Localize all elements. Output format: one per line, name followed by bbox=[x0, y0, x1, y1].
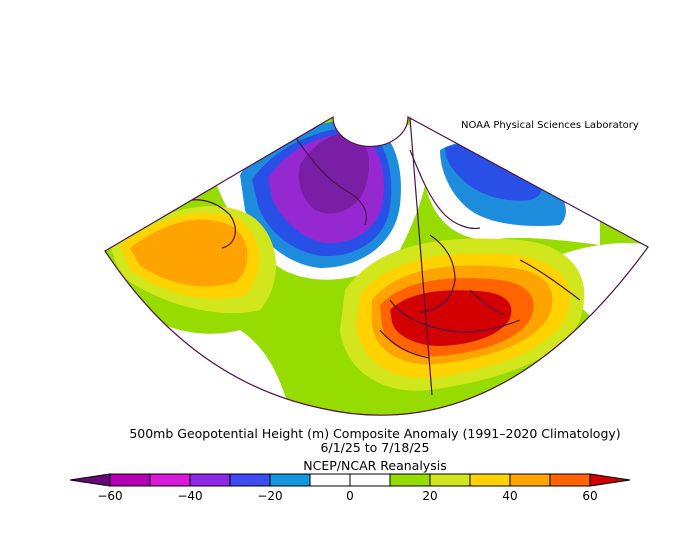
title-line-3: NCEP/NCAR Reanalysis bbox=[303, 458, 447, 473]
colorbar-bin bbox=[189, 473, 231, 487]
colorbar-bin bbox=[389, 473, 431, 487]
colorbar-tick-label: 40 bbox=[502, 489, 517, 503]
coastlines bbox=[174, 117, 581, 396]
map-sector-border bbox=[104, 115, 649, 416]
colorbar-tick-label: −60 bbox=[97, 489, 122, 503]
positive-anomaly-atlantic-core bbox=[130, 219, 248, 287]
colorbar-bin bbox=[229, 473, 271, 487]
colorbar-bin bbox=[269, 473, 311, 487]
credit-label: NOAA Physical Sciences Laboratory bbox=[461, 120, 639, 131]
colorbar-bin bbox=[469, 473, 511, 487]
colorbar: −60 −40 −20 0 20 40 60 bbox=[69, 473, 631, 503]
colorbar-tick-label: 20 bbox=[422, 489, 437, 503]
colorbar-bin bbox=[149, 473, 191, 487]
title-line-1: 500mb Geopotential Height (m) Composite … bbox=[129, 426, 621, 441]
colorbar-bin bbox=[349, 473, 391, 487]
colorbar-bin bbox=[429, 473, 471, 487]
colorbar-below-min bbox=[69, 473, 111, 487]
colorbar-tick-label: 0 bbox=[346, 489, 354, 503]
colorbar-tick-label: −20 bbox=[257, 489, 282, 503]
colorbar-tick-label: −40 bbox=[177, 489, 202, 503]
positive-anomaly-europe-core bbox=[390, 290, 512, 346]
title-line-2: 6/1/25 to 7/18/25 bbox=[320, 440, 430, 455]
colorbar-bin bbox=[549, 473, 591, 487]
colorbar-bin bbox=[309, 473, 351, 487]
colorbar-bin bbox=[509, 473, 551, 487]
colorbar-tick-label: 60 bbox=[582, 489, 597, 503]
colorbar-bin bbox=[109, 473, 151, 487]
colorbar-above-max bbox=[589, 473, 631, 487]
